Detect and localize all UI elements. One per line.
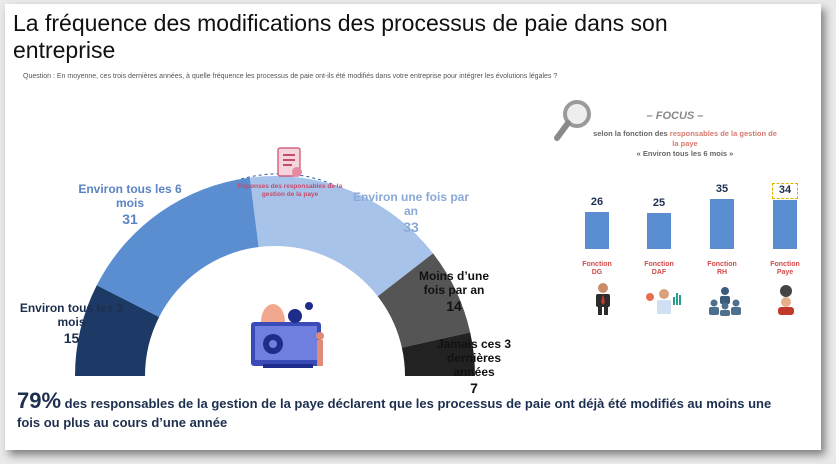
- footer-text: des responsables de la gestion de la pay…: [17, 396, 772, 430]
- focus-line1: selon la fonction des: [593, 129, 670, 138]
- focus-bar-value-3: 35: [715, 183, 729, 195]
- label-3-mois-value: 15: [63, 330, 80, 346]
- label-6-mois-text: Environ tous les 6 mois: [78, 182, 182, 210]
- label-moins-1-an: Moins d’une fois par an 14: [409, 269, 499, 315]
- focus-bar-2: [647, 213, 671, 249]
- focus-bar-4: [773, 200, 797, 249]
- magnifier-icon: [554, 100, 591, 141]
- finance-person-icon: [646, 289, 681, 314]
- focus-line1-highlight: responsables de la gestion de la paye: [669, 129, 777, 148]
- label-6-mois: Environ tous les 6 mois 31: [65, 182, 195, 228]
- label-1-an-value: 33: [403, 219, 419, 235]
- label-jamais: Jamais ces 3 dernières années 7: [433, 337, 515, 397]
- label-3-mois: Environ tous les 3 mois 15: [9, 301, 134, 347]
- focus-bar-label-3: Fonction RH: [707, 261, 737, 276]
- slide: La fréquence des modifications des proce…: [5, 4, 821, 450]
- focus-bar-label-2: Fonction DAF: [644, 261, 674, 276]
- footer-statement: 79% des responsables de la gestion de la…: [17, 388, 797, 432]
- focus-bar-value-4: 34: [778, 184, 792, 197]
- focus-bar-1: [585, 211, 609, 249]
- focus-bar-value-2: 25: [652, 197, 666, 210]
- focus-bar-label-4: Fonction Paye: [770, 261, 800, 276]
- question-text: Question : En moyenne, ces trois dernièr…: [23, 73, 558, 80]
- focus-highlight-badge: [772, 183, 798, 200]
- focus-bar-value-1: 26: [590, 195, 604, 208]
- label-1-an-text: Environ une fois par an: [352, 190, 469, 218]
- label-moins-1-an-value: 14: [446, 298, 462, 314]
- label-jamais-value: 7: [470, 380, 478, 396]
- focus-line2: « Environ tous les 6 mois »: [636, 149, 734, 158]
- label-1-an: Environ une fois par an 33: [351, 190, 471, 236]
- businessman-icon: [596, 283, 610, 315]
- focus-subtitle: selon la fonction des responsables de la…: [590, 129, 780, 159]
- footer-percent: 79%: [17, 388, 62, 413]
- focus-bar-label-1: Fonction DG: [582, 261, 612, 276]
- computer-gears-illustration: [251, 302, 324, 368]
- label-3-mois-text: Environ tous les 3 mois: [19, 301, 124, 329]
- payroll-person-icon: [778, 285, 794, 315]
- label-6-mois-value: 31: [122, 211, 138, 227]
- center-label: Réponses des responsables de la gestion …: [237, 183, 343, 198]
- focus-title: – FOCUS –: [646, 110, 704, 122]
- team-icon: [709, 287, 741, 316]
- focus-bar-3: [710, 199, 734, 249]
- page-title: La fréquence des modifications des proce…: [13, 10, 668, 63]
- label-moins-1-an-text: Moins d’une fois par an: [419, 269, 489, 297]
- document-icon: [277, 147, 302, 177]
- label-jamais-text: Jamais ces 3 dernières années: [436, 337, 512, 379]
